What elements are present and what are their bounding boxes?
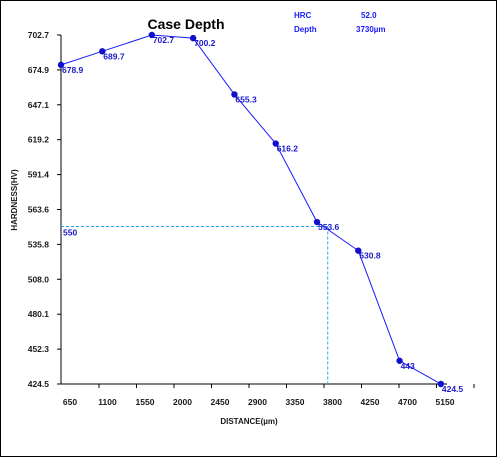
- data-label: 700.2: [194, 38, 216, 48]
- x-tick-label: 2450: [211, 397, 230, 407]
- data-point: [231, 91, 238, 98]
- data-label: 702.7: [153, 35, 175, 45]
- data-label: 443: [401, 361, 415, 371]
- y-tick-label: 424.5: [28, 379, 50, 389]
- y-tick-label: 702.7: [28, 30, 50, 40]
- series-line: [60, 34, 442, 385]
- data-point: [437, 380, 445, 388]
- depth-label: Depth: [294, 25, 317, 34]
- data-label: 678.9: [62, 65, 84, 75]
- hrc-label: HRC: [294, 11, 312, 20]
- x-tick-label: 4250: [361, 397, 380, 407]
- y-tick-label: 591.4: [28, 170, 50, 180]
- y-tick-label: 480.1: [28, 309, 50, 319]
- data-label: 530.8: [359, 251, 381, 261]
- data-label: 616.2: [277, 144, 299, 154]
- x-tick-label: 650: [63, 397, 77, 407]
- data-label: 689.7: [103, 51, 125, 61]
- y-tick-label: 674.9: [28, 65, 50, 75]
- chart-title: Case Depth: [147, 16, 224, 32]
- x-tick-label: 1550: [136, 397, 155, 407]
- data-point: [396, 357, 403, 364]
- y-tick-label: 563.6: [28, 205, 50, 215]
- data-label: 424.5: [442, 384, 464, 394]
- depth-value: 3730µm: [356, 25, 386, 34]
- x-tick-label: 3800: [323, 397, 342, 407]
- y-tick-label: 508.0: [28, 274, 50, 284]
- x-tick-label: 2900: [248, 397, 267, 407]
- data-point: [313, 218, 321, 226]
- y-tick-label: 647.1: [28, 100, 50, 110]
- y-tick-label: 452.3: [28, 344, 50, 354]
- data-point: [272, 140, 279, 147]
- y-tick-label: 535.8: [28, 239, 50, 249]
- data-point: [57, 61, 65, 69]
- data-point: [189, 34, 197, 42]
- x-axis-label: DISTANCE(µm): [220, 417, 278, 426]
- data-point: [99, 48, 106, 55]
- hrc-value: 52.0: [361, 11, 377, 20]
- data-point: [148, 31, 156, 39]
- data-label: 655.3: [235, 94, 257, 104]
- data-point: [355, 247, 362, 254]
- x-tick-label: 2000: [173, 397, 192, 407]
- y-tick-label: 619.2: [28, 135, 50, 145]
- y-axis-label: HARDNESS(HV): [10, 169, 19, 231]
- x-tick-label: 3350: [286, 397, 305, 407]
- reference-label: 550: [63, 228, 77, 238]
- x-tick-label: 5150: [436, 397, 455, 407]
- x-tick-label: 1100: [98, 397, 117, 407]
- x-tick-label: 4700: [398, 397, 417, 407]
- data-label: 553.6: [318, 222, 340, 232]
